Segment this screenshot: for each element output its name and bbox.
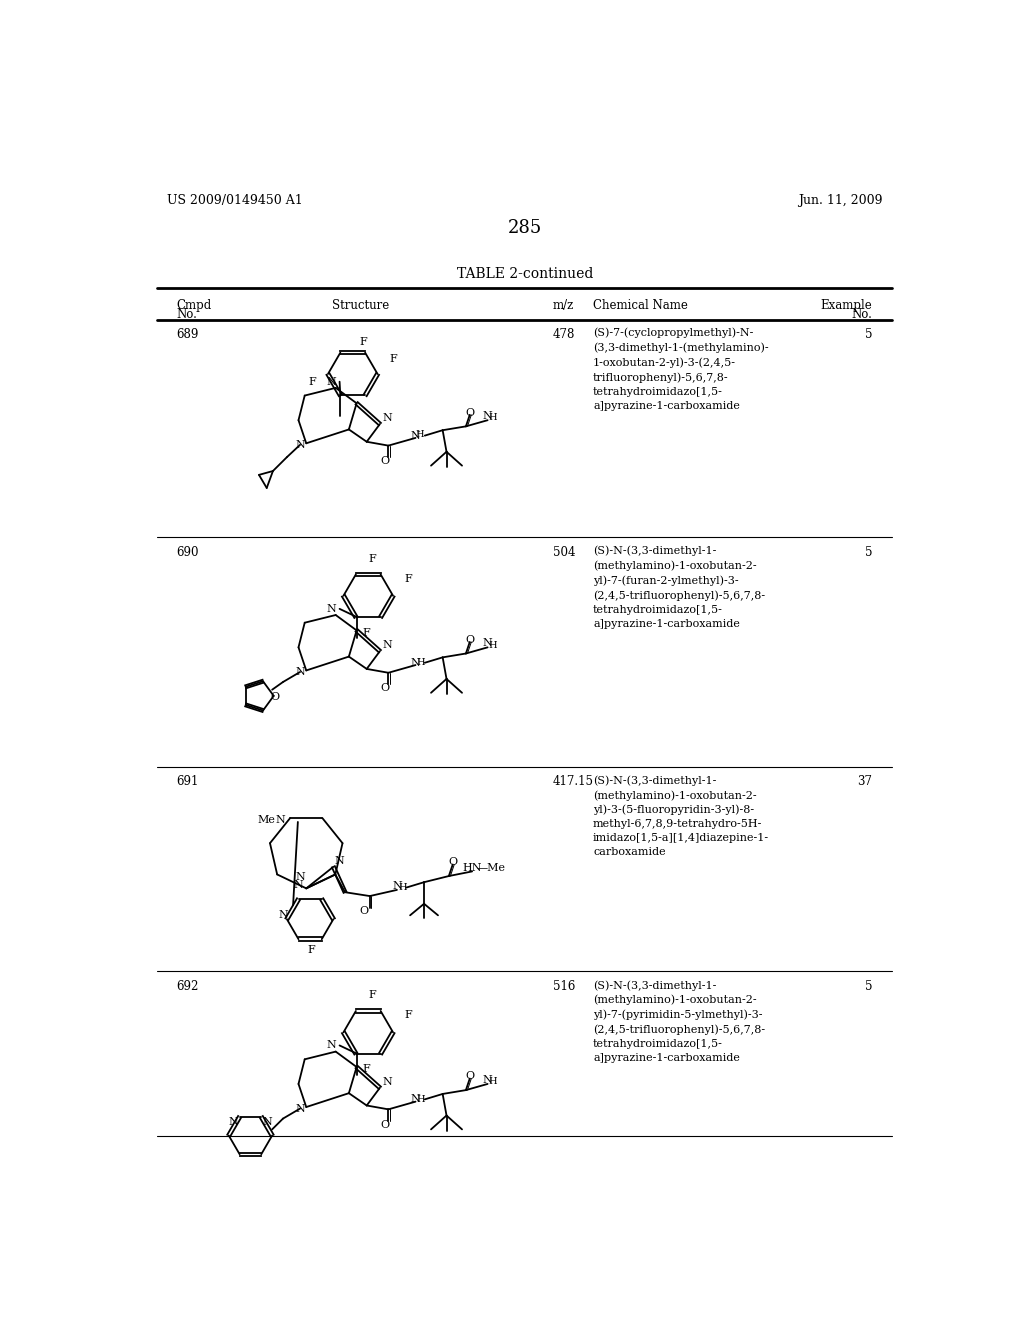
Text: 516: 516 — [553, 979, 575, 993]
Text: m/z: m/z — [553, 298, 573, 312]
Text: F: F — [369, 554, 376, 564]
Text: H: H — [488, 640, 498, 649]
Text: F: F — [308, 945, 315, 954]
Text: N: N — [392, 880, 401, 891]
Text: H: H — [398, 883, 408, 892]
Text: 417.15: 417.15 — [553, 775, 594, 788]
Text: N: N — [383, 640, 392, 649]
Text: Me: Me — [258, 816, 275, 825]
Text: N: N — [262, 1117, 272, 1127]
Text: —Me: —Me — [477, 862, 506, 873]
Text: H: H — [417, 659, 425, 667]
Text: H: H — [417, 1094, 425, 1104]
Text: O: O — [465, 635, 474, 644]
Text: F: F — [359, 337, 368, 347]
Text: N: N — [327, 1040, 337, 1051]
Text: F: F — [389, 354, 397, 363]
Text: N: N — [482, 1074, 493, 1085]
Text: (S)-N-(3,3-dimethyl-1-
(methylamino)-1-oxobutan-2-
yl)-7-(pyrimidin-5-ylmethyl)-: (S)-N-(3,3-dimethyl-1- (methylamino)-1-o… — [593, 979, 765, 1063]
Text: No.: No. — [176, 308, 197, 321]
Text: 689: 689 — [176, 327, 199, 341]
Text: 690: 690 — [176, 545, 199, 558]
Text: O: O — [380, 1119, 389, 1130]
Text: 285: 285 — [508, 219, 542, 236]
Text: O: O — [359, 907, 369, 916]
Text: N: N — [228, 1117, 239, 1127]
Text: Example: Example — [820, 298, 872, 312]
Text: N: N — [295, 1104, 305, 1114]
Text: 692: 692 — [176, 979, 199, 993]
Text: N: N — [383, 1077, 392, 1086]
Text: Chemical Name: Chemical Name — [593, 298, 688, 312]
Text: TABLE 2-continued: TABLE 2-continued — [457, 267, 593, 281]
Text: N: N — [275, 814, 286, 825]
Text: N: N — [279, 911, 288, 920]
Text: 691: 691 — [176, 775, 199, 788]
Text: N: N — [482, 639, 493, 648]
Text: N: N — [295, 667, 305, 677]
Text: F: F — [362, 1064, 371, 1074]
Text: Structure: Structure — [332, 298, 389, 312]
Text: N: N — [327, 376, 337, 387]
Text: O: O — [380, 684, 389, 693]
Text: (S)-N-(3,3-dimethyl-1-
(methylamino)-1-oxobutan-2-
yl)-7-(furan-2-ylmethyl)-3-
(: (S)-N-(3,3-dimethyl-1- (methylamino)-1-o… — [593, 545, 765, 628]
Text: No.: No. — [851, 308, 872, 321]
Text: F: F — [362, 628, 371, 638]
Text: O: O — [270, 693, 280, 702]
Text: 5: 5 — [864, 545, 872, 558]
Text: O: O — [465, 1072, 474, 1081]
Text: (S)-N-(3,3-dimethyl-1-
(methylamino)-1-oxobutan-2-
yl)-3-(5-fluoropyridin-3-yl)-: (S)-N-(3,3-dimethyl-1- (methylamino)-1-o… — [593, 775, 769, 858]
Text: 478: 478 — [553, 327, 575, 341]
Text: N: N — [335, 855, 344, 866]
Text: O: O — [465, 408, 474, 417]
Text: F: F — [369, 990, 376, 1001]
Text: O: O — [380, 455, 389, 466]
Text: 37: 37 — [857, 775, 872, 788]
Text: Cmpd: Cmpd — [176, 298, 211, 312]
Text: F: F — [404, 574, 413, 583]
Text: N: N — [411, 1094, 421, 1105]
Text: N: N — [295, 440, 305, 450]
Text: H: H — [488, 1077, 498, 1086]
Text: (S)-7-(cyclopropylmethyl)-N-
(3,3-dimethyl-1-(methylamino)-
1-oxobutan-2-yl)-3-(: (S)-7-(cyclopropylmethyl)-N- (3,3-dimeth… — [593, 327, 769, 411]
Text: H: H — [415, 429, 424, 438]
Text: N: N — [383, 413, 392, 422]
Text: 504: 504 — [553, 545, 575, 558]
Text: N: N — [295, 871, 305, 882]
Text: HN: HN — [463, 862, 482, 873]
Text: N: N — [327, 603, 337, 614]
Text: N: N — [482, 412, 493, 421]
Text: N: N — [411, 430, 421, 441]
Text: Jun. 11, 2009: Jun. 11, 2009 — [799, 194, 883, 207]
Text: H: H — [488, 413, 498, 422]
Text: F: F — [404, 1010, 413, 1020]
Text: O: O — [449, 857, 458, 867]
Text: 5: 5 — [864, 327, 872, 341]
Text: N: N — [294, 879, 303, 890]
Text: N: N — [411, 657, 421, 668]
Text: F: F — [308, 376, 316, 387]
Text: US 2009/0149450 A1: US 2009/0149450 A1 — [167, 194, 302, 207]
Text: 5: 5 — [864, 979, 872, 993]
